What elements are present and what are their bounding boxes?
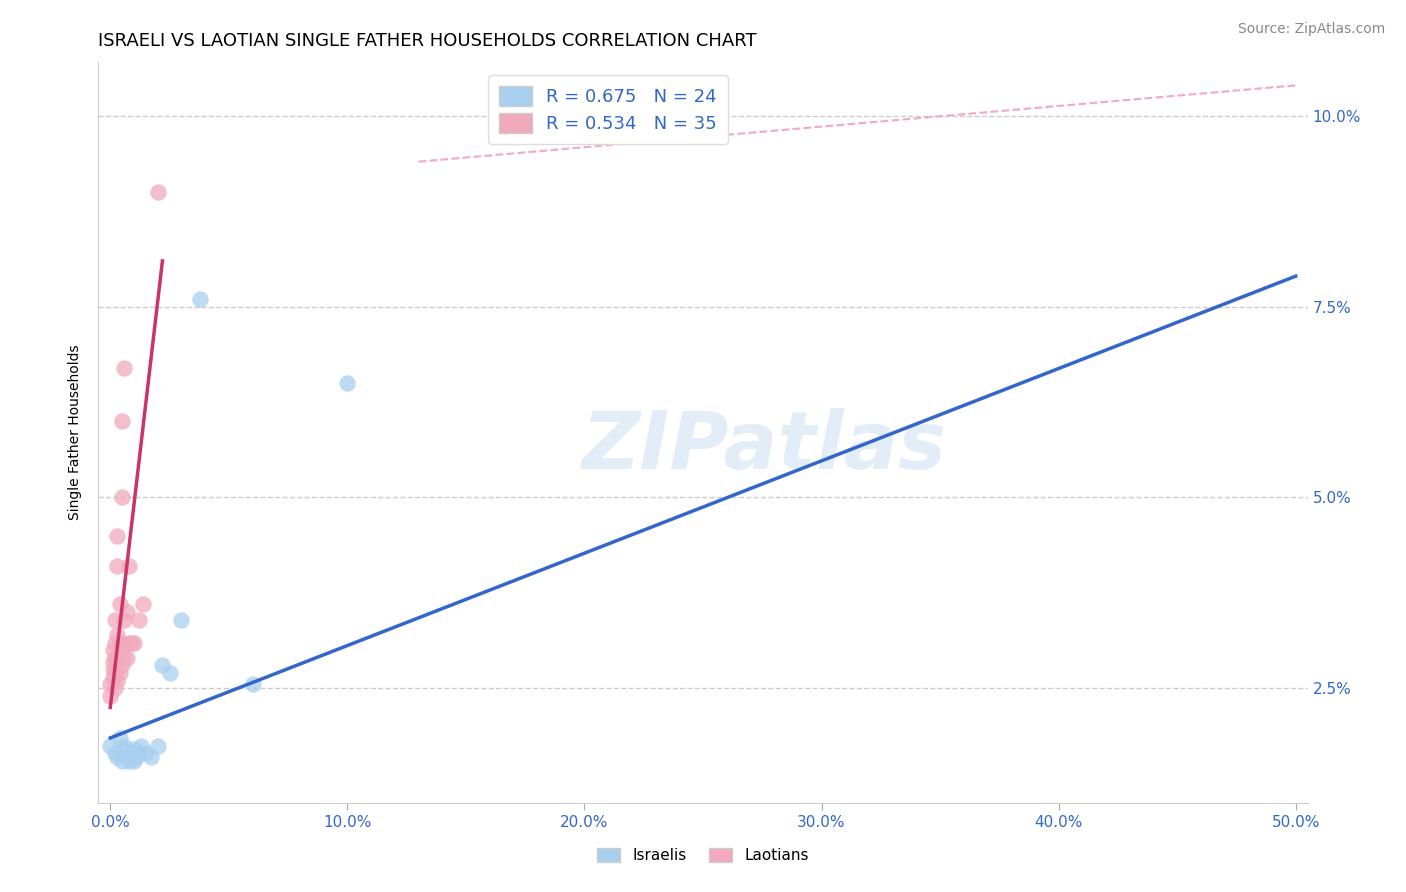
Text: ZIPatlas: ZIPatlas <box>581 409 946 486</box>
Point <box>101 670 124 684</box>
Point <box>170 613 193 627</box>
Point <box>115 650 138 665</box>
Text: ISRAELI VS LAOTIAN SINGLE FATHER HOUSEHOLDS CORRELATION CHART: ISRAELI VS LAOTIAN SINGLE FATHER HOUSEHO… <box>98 32 756 50</box>
Point <box>114 360 136 375</box>
Point <box>101 643 124 657</box>
Point <box>105 559 128 574</box>
Point <box>105 650 128 665</box>
Point <box>114 650 136 665</box>
Point <box>105 750 128 764</box>
Point <box>101 662 124 676</box>
Point <box>104 613 127 627</box>
Point <box>108 731 131 745</box>
Point <box>114 613 136 627</box>
Point <box>111 491 134 505</box>
Point <box>108 643 131 657</box>
Point <box>101 655 124 669</box>
Point <box>121 746 143 760</box>
Point <box>104 650 127 665</box>
Point <box>190 292 212 306</box>
Point <box>122 742 145 756</box>
Y-axis label: Single Father Households: Single Father Households <box>69 345 83 520</box>
Point <box>98 739 121 753</box>
Point <box>152 658 174 673</box>
Point <box>122 754 145 768</box>
Point <box>118 559 141 574</box>
Point <box>105 673 128 688</box>
Point <box>129 739 152 753</box>
Point <box>125 750 148 764</box>
Point <box>111 742 134 756</box>
Point <box>104 746 127 760</box>
Point <box>118 635 141 649</box>
Point <box>146 185 169 199</box>
Point <box>111 414 134 428</box>
Point <box>118 754 141 768</box>
Point <box>105 529 128 543</box>
Point <box>104 666 127 681</box>
Point <box>114 739 136 753</box>
Point <box>146 739 169 753</box>
Point <box>115 605 138 619</box>
Point <box>128 613 150 627</box>
Point <box>111 754 134 768</box>
Point <box>159 666 181 681</box>
Point <box>111 635 134 649</box>
Text: Source: ZipAtlas.com: Source: ZipAtlas.com <box>1237 22 1385 37</box>
Point <box>139 750 162 764</box>
Point <box>336 376 359 390</box>
Point <box>115 750 138 764</box>
Point <box>122 635 145 649</box>
Point <box>104 681 127 696</box>
Point <box>104 635 127 649</box>
Point <box>98 689 121 703</box>
Point <box>108 666 131 681</box>
Point <box>135 746 157 760</box>
Legend: Israelis, Laotians: Israelis, Laotians <box>591 842 815 869</box>
Point <box>108 598 131 612</box>
Point <box>98 677 121 691</box>
Point <box>105 628 128 642</box>
Point <box>242 677 264 691</box>
Point <box>132 598 155 612</box>
Point <box>128 746 150 760</box>
Point <box>121 635 143 649</box>
Point <box>111 658 134 673</box>
